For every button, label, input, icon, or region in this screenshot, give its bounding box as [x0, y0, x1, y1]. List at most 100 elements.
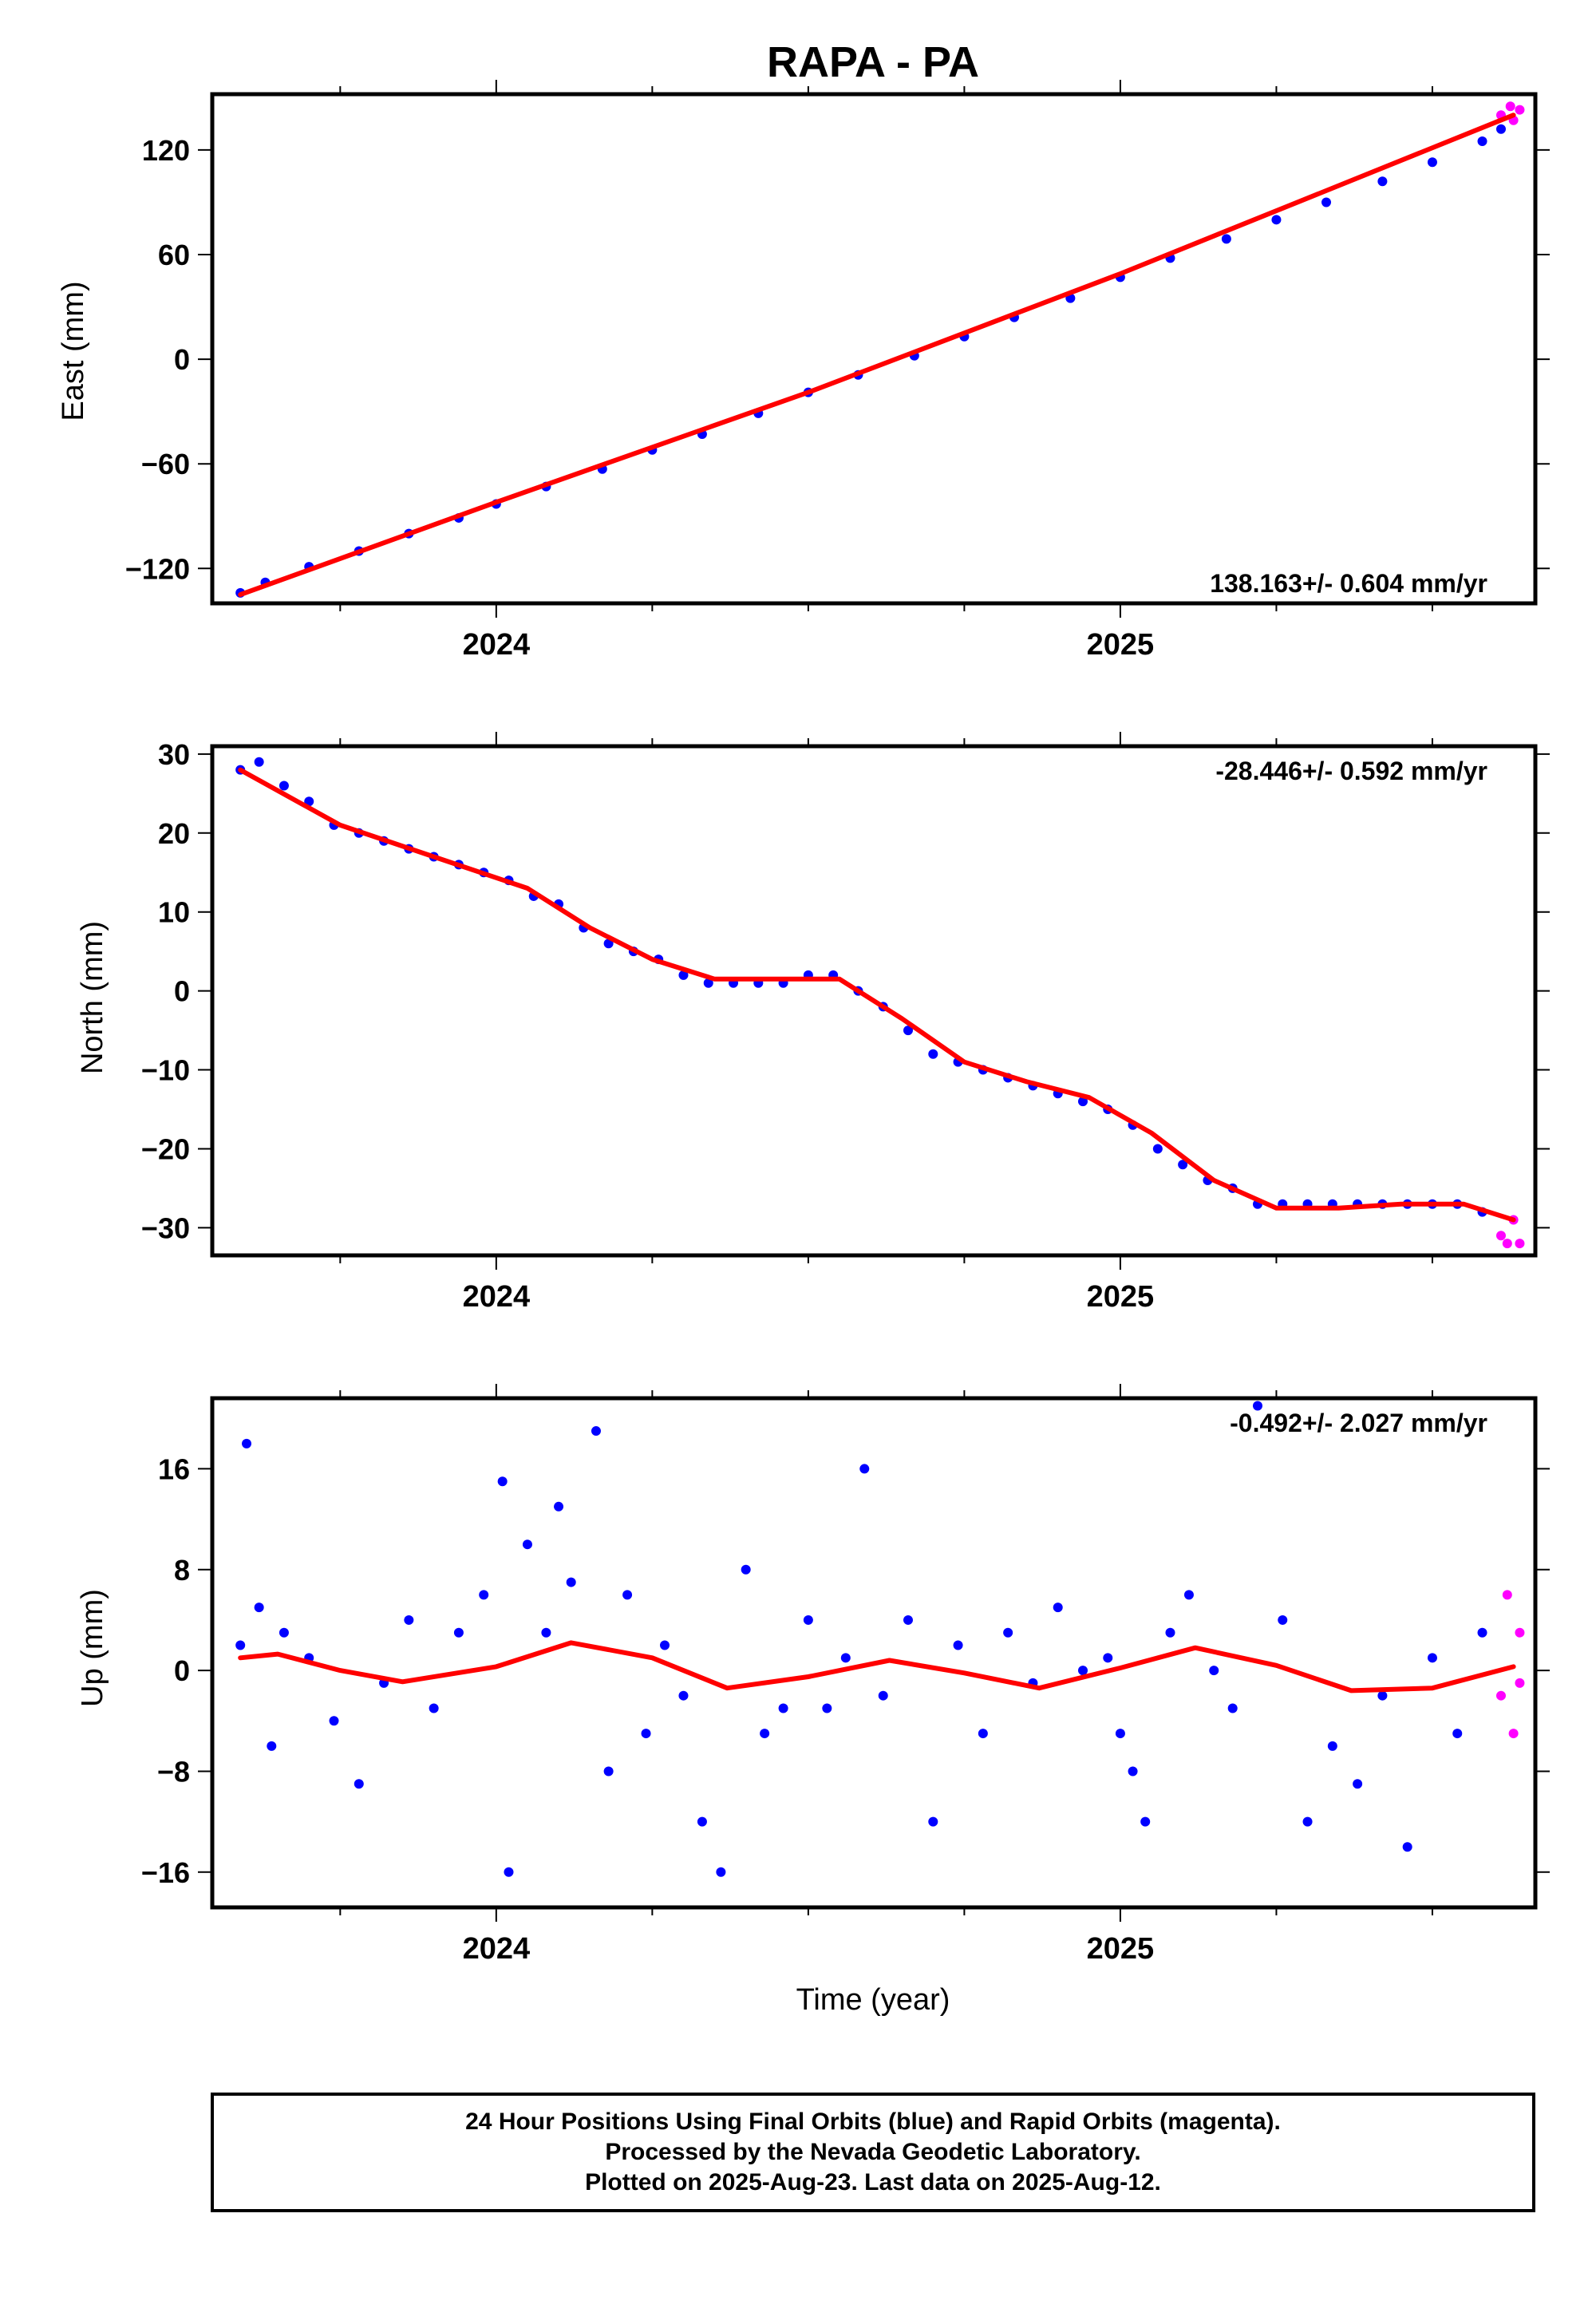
- final-orbit-point: [1077, 1097, 1088, 1107]
- rapid-orbit-point: [1502, 1590, 1512, 1600]
- final-orbit-point: [1252, 1401, 1262, 1411]
- final-orbit-point: [453, 1627, 464, 1638]
- rapid-orbit-point: [1515, 1678, 1525, 1688]
- rapid-orbit-point: [1508, 1729, 1519, 1739]
- y-tick-label: −10: [141, 1054, 190, 1087]
- final-orbit-point: [822, 1703, 832, 1713]
- plot-area: [235, 757, 1525, 1249]
- final-orbit-point: [840, 1653, 851, 1663]
- final-orbit-point: [1452, 1729, 1463, 1739]
- final-orbit-point: [928, 1816, 938, 1827]
- rapid-orbit-point: [1515, 1239, 1525, 1249]
- plot-frame: [210, 92, 1538, 606]
- final-orbit-point: [1077, 1666, 1088, 1676]
- rapid-orbit-point: [1515, 1627, 1525, 1638]
- final-orbit-point: [928, 1049, 938, 1059]
- y-tick-label: −120: [125, 552, 190, 585]
- rapid-orbit-point: [1502, 1239, 1512, 1249]
- final-orbit-point: [760, 1729, 770, 1739]
- final-orbit-point: [1103, 1653, 1113, 1663]
- caption-line: Processed by the Nevada Geodetic Laborat…: [605, 2139, 1141, 2165]
- final-orbit-point: [953, 1640, 963, 1650]
- rapid-orbit-point: [1515, 105, 1525, 115]
- final-orbit-point: [778, 1703, 788, 1713]
- velocity-label: 138.163+/- 0.604 mm/yr: [1210, 569, 1487, 598]
- model-fit-line: [238, 767, 1516, 1223]
- y-tick-label: 30: [158, 738, 190, 771]
- final-orbit-point: [1477, 136, 1487, 146]
- x-tick-label: 2025: [1087, 1280, 1155, 1314]
- final-orbit-point: [1115, 1729, 1125, 1739]
- final-orbit-point: [1209, 1666, 1219, 1676]
- final-orbit-point: [1165, 1627, 1175, 1638]
- figure-title: RAPA - PA: [767, 38, 979, 86]
- final-orbit-point: [554, 1501, 564, 1512]
- final-orbit-point: [1353, 1779, 1363, 1789]
- final-orbit-point: [903, 1026, 914, 1036]
- final-orbit-point: [716, 1867, 726, 1877]
- y-tick-label: 120: [142, 134, 190, 167]
- final-orbit-point: [479, 1590, 489, 1600]
- plot-area: [235, 101, 1525, 598]
- velocity-label: -0.492+/- 2.027 mm/yr: [1230, 1409, 1487, 1437]
- final-orbit-point: [678, 970, 689, 980]
- final-orbit-point: [697, 1816, 707, 1827]
- y-tick-label: 20: [158, 817, 190, 850]
- y-tick-label: 0: [174, 1654, 190, 1687]
- plot-frame: [210, 1396, 1538, 1910]
- final-orbit-point: [978, 1729, 988, 1739]
- final-orbit-point: [235, 1640, 246, 1650]
- rapid-orbit-point: [1495, 1231, 1506, 1241]
- plot-area: [235, 1401, 1525, 1877]
- final-orbit-point: [354, 1779, 364, 1789]
- final-orbit-point: [859, 1464, 870, 1474]
- x-tick-label: 2025: [1087, 628, 1155, 662]
- final-orbit-point: [1427, 157, 1437, 168]
- final-orbit-point: [703, 978, 713, 988]
- model-fit-line: [238, 113, 1516, 598]
- final-orbit-point: [678, 1690, 689, 1701]
- final-orbit-point: [267, 1741, 277, 1751]
- final-orbit-point: [504, 1867, 514, 1877]
- final-orbit-point: [254, 757, 264, 767]
- caption-box: 24 Hour Positions Using Final Orbits (bl…: [211, 2093, 1535, 2212]
- final-orbit-point: [1278, 1614, 1288, 1625]
- final-orbit-point: [1495, 124, 1506, 134]
- caption-line: Plotted on 2025-Aug-23. Last data on 202…: [585, 2169, 1161, 2195]
- rapid-orbit-point: [1495, 1690, 1506, 1701]
- final-orbit-point: [522, 1539, 532, 1550]
- y-tick-label: −30: [141, 1211, 190, 1244]
- x-tick-label: 2024: [463, 1280, 531, 1314]
- final-orbit-point: [591, 1426, 601, 1437]
- final-orbit-point: [1053, 1603, 1063, 1613]
- x-axis-label: Time (year): [796, 1983, 950, 2017]
- model-fit-line: [238, 1640, 1516, 1694]
- final-orbit-point: [641, 1729, 651, 1739]
- final-orbit-point: [1377, 1690, 1388, 1701]
- final-orbit-point: [1227, 1703, 1238, 1713]
- final-orbit-point: [660, 1640, 670, 1650]
- final-orbit-point: [603, 1766, 614, 1777]
- final-orbit-point: [1003, 1627, 1013, 1638]
- final-orbit-point: [1302, 1816, 1313, 1827]
- y-axis-label: Up (mm): [76, 1589, 109, 1707]
- final-orbit-point: [242, 1438, 252, 1448]
- caption-line: 24 Hour Positions Using Final Orbits (bl…: [465, 2109, 1281, 2135]
- final-orbit-point: [803, 1614, 813, 1625]
- x-tick-label: 2024: [463, 628, 531, 662]
- final-orbit-point: [279, 781, 289, 791]
- final-orbit-point: [1377, 176, 1388, 187]
- final-orbit-point: [497, 1476, 508, 1487]
- y-tick-label: 60: [158, 239, 190, 271]
- y-axis-label: East (mm): [57, 281, 90, 421]
- velocity-label: -28.446+/- 0.592 mm/yr: [1215, 757, 1487, 785]
- final-orbit-point: [279, 1627, 289, 1638]
- final-orbit-point: [566, 1577, 576, 1587]
- final-orbit-point: [404, 1614, 414, 1625]
- final-orbit-point: [429, 1703, 439, 1713]
- final-orbit-point: [254, 1603, 264, 1613]
- east-panel: 2024 2025 −120 −60 0 60 120 East (mm) 138.163+/-…: [57, 80, 1550, 662]
- y-tick-label: −60: [141, 448, 190, 480]
- final-orbit-point: [1427, 1653, 1437, 1663]
- y-axis-label: North (mm): [76, 921, 109, 1074]
